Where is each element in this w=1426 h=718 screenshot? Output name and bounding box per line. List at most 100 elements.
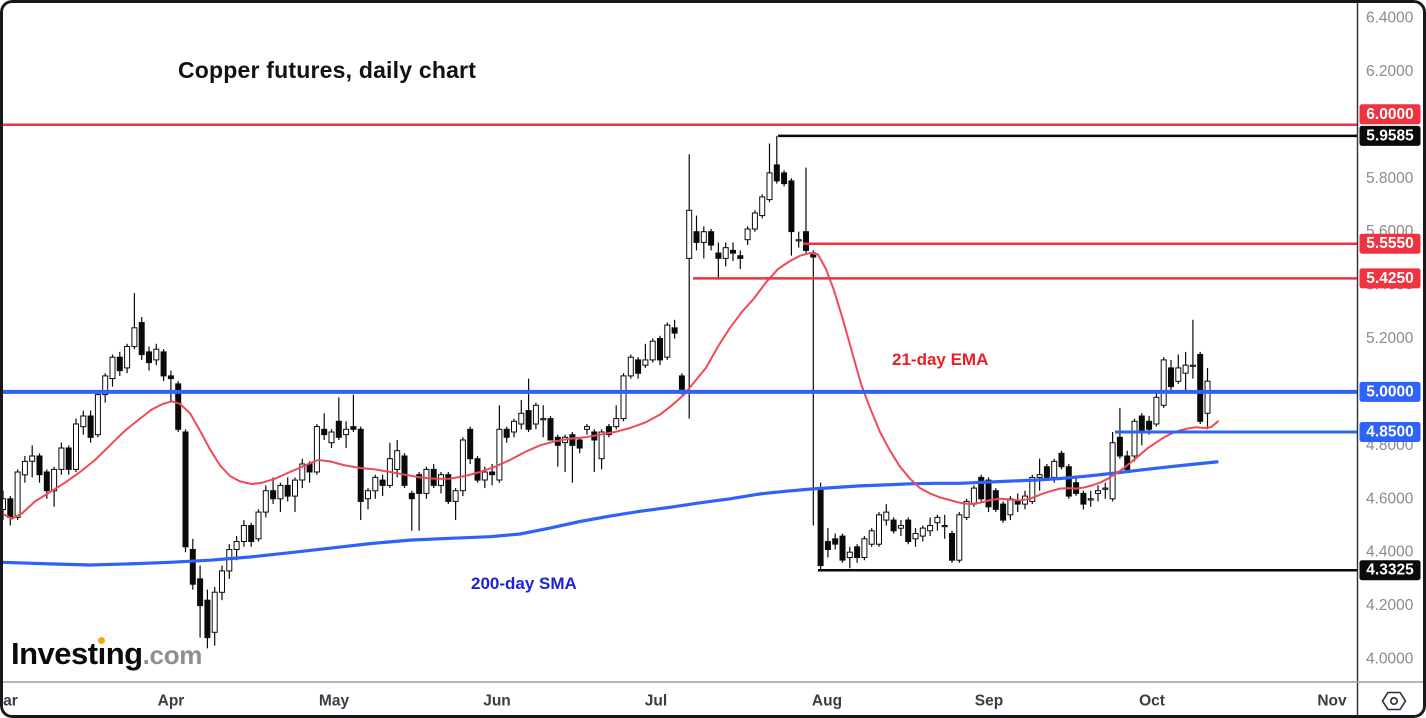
- candle-body-down: [773, 164, 780, 182]
- price-badge-label-5.9585: 5.9585: [1366, 127, 1414, 144]
- candle-body-up: [328, 431, 335, 444]
- candle-body-up: [292, 479, 298, 497]
- candle-body-up: [1204, 380, 1211, 414]
- candle-body-down: [576, 439, 583, 449]
- candle-body-up: [365, 490, 371, 500]
- price-badge-6.0000: [1359, 104, 1421, 125]
- price-tick-6.4000: 6.4000: [1366, 10, 1414, 27]
- candle-body-up: [1095, 490, 1101, 494]
- candle-body-up: [518, 412, 525, 425]
- candle-body-up: [540, 418, 547, 421]
- candle-body-up: [58, 447, 65, 470]
- candle-body-up: [963, 500, 970, 518]
- candle-body-up: [744, 228, 751, 241]
- candle-body-up: [686, 209, 693, 259]
- moving-averages-layer: [0, 252, 1219, 567]
- price-tick-4.2000: 4.2000: [1366, 597, 1414, 614]
- candle-body-up: [766, 172, 773, 201]
- candle-body-up: [751, 212, 758, 230]
- candle-body-up: [299, 463, 306, 481]
- candle-body-down: [547, 418, 554, 441]
- logo-brand-post: ng: [105, 636, 143, 671]
- candle-body-down: [1065, 466, 1072, 497]
- candle-body-up: [956, 514, 963, 561]
- candle-body-up: [124, 346, 131, 369]
- price-badge-label-6.0000: 6.0000: [1366, 106, 1413, 123]
- candle-body-down: [678, 375, 685, 390]
- candle-body-up: [277, 484, 284, 500]
- candle-body-up: [532, 404, 539, 425]
- candle-body-down: [408, 492, 415, 500]
- logo-brand-pre: Invest: [11, 636, 98, 671]
- month-label-Aug: Aug: [812, 693, 842, 710]
- candle-body-down: [474, 458, 481, 481]
- candle-body-up: [876, 514, 882, 545]
- candle-body-up: [109, 356, 116, 380]
- candle-body-up: [795, 239, 802, 242]
- candle-body-down: [87, 415, 94, 438]
- candle-body-down: [1168, 367, 1174, 388]
- candle-body-up: [1182, 364, 1189, 374]
- candle-body-down: [167, 375, 174, 380]
- candle-body-down: [204, 599, 211, 639]
- candle-body-down: [335, 420, 342, 438]
- candle-body-up: [1007, 498, 1014, 516]
- candle-body-down: [1080, 492, 1087, 505]
- price-tick-5.2000: 5.2000: [1366, 330, 1414, 347]
- candle-body-up: [80, 415, 87, 428]
- sma-200-line: [0, 460, 1219, 567]
- price-badge-4.3325: [1359, 560, 1421, 581]
- candle-body-down: [824, 541, 831, 550]
- candle-body-down: [949, 533, 955, 561]
- candle-body-down: [1146, 420, 1153, 430]
- ema-21-line: [1, 252, 1219, 520]
- candle-body-up: [941, 525, 948, 528]
- candle-body-down: [401, 455, 408, 486]
- candle-body-down: [182, 431, 189, 548]
- price-badge-label-5.5550: 5.5550: [1366, 235, 1413, 252]
- price-badge-label-5.4250: 5.4250: [1366, 270, 1413, 287]
- candle-body-up: [438, 474, 444, 486]
- investing-com-logo: Investı ng.com: [11, 636, 202, 672]
- candle-body-up: [94, 394, 101, 436]
- candle-body-down: [788, 180, 795, 233]
- candle-body-down: [1197, 354, 1204, 422]
- price-levels-layer: [2, 123, 1357, 572]
- candle-body-down: [357, 428, 364, 502]
- price-tick-4.0000: 4.0000: [1366, 651, 1414, 668]
- logo-suffix: .com: [142, 640, 203, 670]
- candle-body-down: [985, 479, 992, 508]
- candle-body-up: [846, 551, 853, 559]
- candle-body-down: [321, 428, 328, 436]
- candle-body-up: [51, 468, 58, 492]
- candle-body-up: [919, 527, 926, 537]
- candle-body-down: [467, 428, 474, 460]
- candle-body-up: [664, 324, 671, 358]
- candle-body-down: [1000, 503, 1007, 521]
- price-badge-label-5.0000: 5.0000: [1366, 383, 1413, 400]
- candle-body-down: [569, 434, 576, 446]
- candle-body-down: [36, 455, 43, 476]
- candle-body-up: [255, 511, 262, 540]
- candle-body-up: [131, 327, 138, 347]
- month-label-Nov: Nov: [1317, 693, 1347, 710]
- candle-body-up: [912, 533, 919, 540]
- candle-body-up: [970, 487, 977, 505]
- candle-body-up: [153, 348, 160, 361]
- candle-body-down: [715, 252, 722, 259]
- price-badge-5.4250: [1359, 268, 1421, 289]
- candle-body-up: [423, 468, 430, 494]
- candle-body-down: [248, 525, 255, 542]
- candle-body-down: [832, 538, 839, 545]
- sma-line-label: 200-day SMA: [471, 574, 577, 593]
- month-label-Oct: Oct: [1139, 693, 1165, 710]
- candle-body-up: [627, 356, 634, 377]
- candles-layer: [0, 135, 1211, 649]
- candle-body-down: [693, 231, 700, 243]
- candle-body-down: [416, 474, 423, 494]
- month-label-May: May: [319, 693, 350, 710]
- candle-body-up: [219, 570, 225, 593]
- candle-body-up: [240, 525, 247, 542]
